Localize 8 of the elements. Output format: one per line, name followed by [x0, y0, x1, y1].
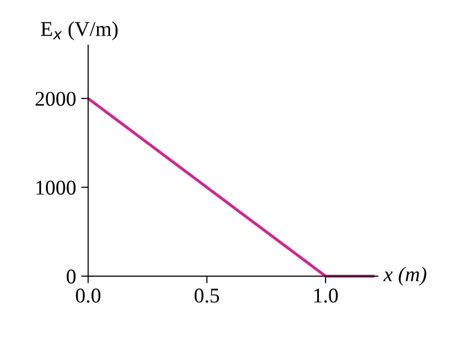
y-axis-title: E$_{x}$ (V/m): [40, 21, 118, 40]
x-tick-label: 1.0: [314, 288, 338, 303]
x-axis-title: x (m): [383, 266, 426, 286]
x-tick-label: 0.0: [76, 288, 100, 303]
y-tick-label: 0: [66, 270, 76, 284]
x-tick-label: 0.5: [194, 288, 220, 303]
y-tick-label: 2000: [36, 92, 76, 106]
y-tick-label: 1000: [36, 180, 76, 195]
